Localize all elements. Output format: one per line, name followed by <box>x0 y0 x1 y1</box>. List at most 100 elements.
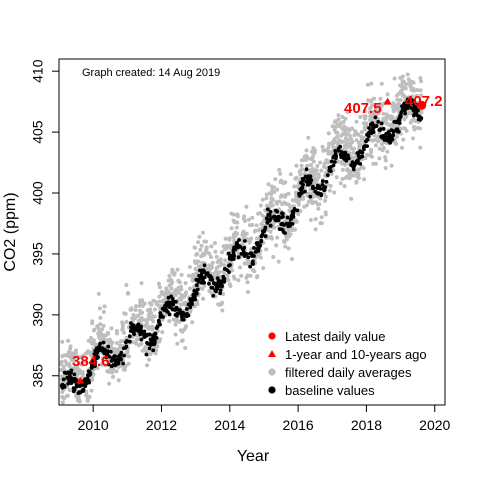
baseline-point <box>329 169 333 174</box>
filtered-point <box>400 87 405 92</box>
baseline-point <box>277 227 282 232</box>
filtered-point <box>167 283 172 288</box>
y-tick-label: 400 <box>30 181 46 205</box>
filtered-point <box>316 206 321 211</box>
filtered-point <box>97 335 102 340</box>
filtered-point <box>318 221 323 226</box>
baseline-point <box>384 132 388 136</box>
baseline-point <box>110 358 115 363</box>
filtered-point <box>398 98 403 102</box>
filtered-point <box>193 267 198 271</box>
baseline-point <box>371 130 376 135</box>
filtered-point <box>180 338 185 343</box>
baseline-point <box>397 118 402 122</box>
filtered-point <box>187 265 192 269</box>
filtered-point <box>400 74 405 79</box>
filtered-point <box>353 129 358 133</box>
filtered-point <box>213 249 218 254</box>
filtered-point <box>391 109 396 114</box>
filtered-point <box>221 292 226 296</box>
baseline-point <box>139 337 144 342</box>
baseline-point <box>248 264 253 269</box>
baseline-point <box>186 313 191 318</box>
filtered-point <box>133 308 138 312</box>
baseline-point <box>319 193 324 198</box>
filtered-point <box>264 196 269 201</box>
filtered-point <box>403 86 408 91</box>
filtered-point <box>126 290 130 295</box>
filtered-point <box>152 314 157 319</box>
baseline-point <box>187 302 191 307</box>
filtered-point <box>340 167 345 172</box>
filtered-point <box>296 202 301 207</box>
filtered-point <box>298 168 303 173</box>
filtered-point <box>335 159 340 164</box>
baseline-point <box>403 111 407 116</box>
baseline-point <box>79 383 83 388</box>
filtered-point <box>369 81 374 86</box>
filtered-point <box>68 344 73 349</box>
filtered-point <box>84 351 89 356</box>
filtered-point <box>378 107 383 112</box>
filtered-point <box>266 182 271 187</box>
filtered-point <box>286 232 291 237</box>
filtered-point <box>176 287 181 291</box>
baseline-point <box>139 324 144 329</box>
filtered-point <box>284 202 289 206</box>
filtered-point <box>232 238 237 243</box>
filtered-point <box>371 161 376 166</box>
filtered-point <box>85 398 90 403</box>
baseline-point <box>132 332 137 336</box>
filtered-point <box>405 72 410 77</box>
baseline-point <box>282 223 286 227</box>
filtered-point <box>349 196 354 201</box>
baseline-point <box>313 189 318 194</box>
filtered-point <box>304 148 309 153</box>
filtered-point <box>404 82 409 86</box>
filtered-point <box>260 213 265 218</box>
filtered-point <box>107 381 112 386</box>
filtered-point <box>227 245 232 250</box>
baseline-point <box>93 364 97 368</box>
y-tick-label: 405 <box>30 120 46 144</box>
baseline-point <box>222 276 227 281</box>
filtered-point <box>309 163 313 167</box>
baseline-point <box>136 322 141 327</box>
filtered-point <box>74 366 78 371</box>
filtered-point <box>361 121 366 126</box>
filtered-point <box>170 267 175 272</box>
filtered-point <box>268 229 273 234</box>
filtered-point <box>351 150 356 155</box>
baseline-point <box>350 160 355 165</box>
filtered-point <box>338 181 343 186</box>
filtered-point <box>341 139 346 144</box>
baseline-point <box>339 155 344 160</box>
legend-latest-marker <box>268 332 276 340</box>
filtered-point <box>335 130 340 135</box>
filtered-point <box>308 218 313 222</box>
baseline-point <box>104 352 109 357</box>
baseline-point <box>80 388 85 393</box>
filtered-point <box>345 110 350 114</box>
baseline-point <box>214 289 218 294</box>
filtered-point <box>343 116 348 121</box>
filtered-point <box>134 338 139 342</box>
filtered-point <box>215 272 220 277</box>
filtered-point <box>176 290 181 295</box>
filtered-point <box>232 276 237 281</box>
filtered-point <box>196 240 201 245</box>
filtered-point <box>188 286 192 291</box>
filtered-point <box>309 157 314 161</box>
filtered-point <box>323 198 328 203</box>
filtered-point <box>124 336 129 340</box>
filtered-point <box>165 288 170 293</box>
filtered-point <box>375 103 380 108</box>
filtered-point <box>254 223 259 228</box>
baseline-point <box>72 372 77 377</box>
filtered-point <box>172 272 177 277</box>
filtered-point <box>124 319 129 324</box>
baseline-point <box>357 154 362 159</box>
filtered-point <box>181 295 186 299</box>
filtered-point <box>269 192 274 197</box>
y-tick-label: 385 <box>30 364 46 388</box>
